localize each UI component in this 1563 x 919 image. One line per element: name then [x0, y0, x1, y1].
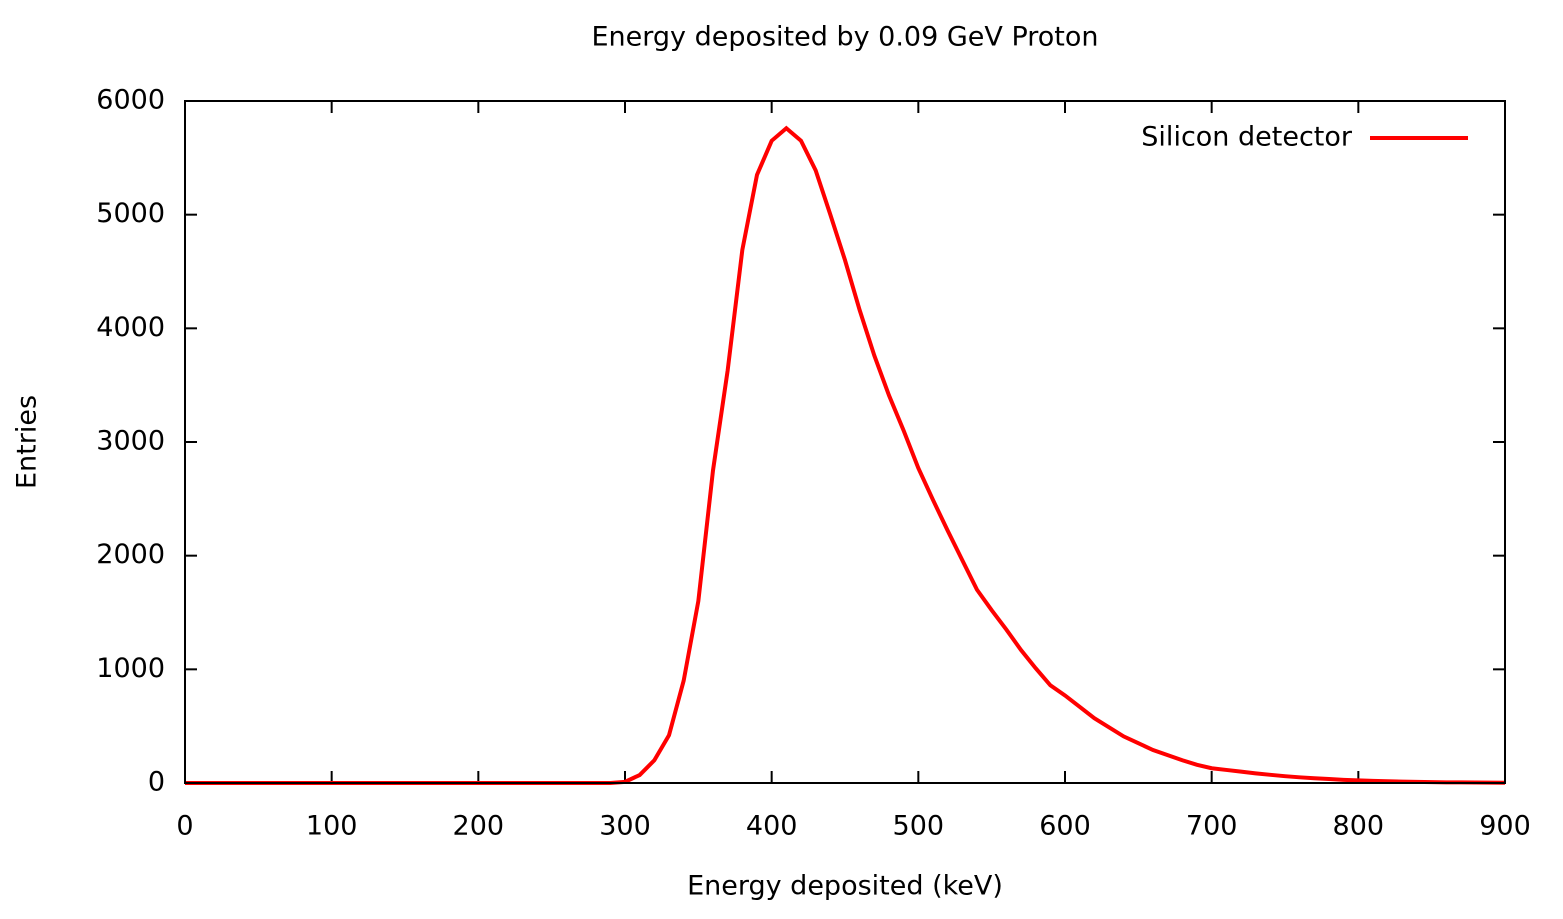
x-tick-label: 600	[1039, 811, 1091, 842]
x-tick-label: 0	[176, 811, 193, 842]
x-axis-label: Energy deposited (keV)	[687, 871, 1003, 902]
chart-title: Energy deposited by 0.09 GeV Proton	[591, 22, 1098, 53]
y-tick-label: 4000	[96, 312, 165, 343]
x-tick-label: 900	[1479, 811, 1531, 842]
x-tick-label: 100	[306, 811, 358, 842]
data-line	[185, 125, 1506, 785]
x-tick-label: 200	[453, 811, 505, 842]
y-tick-label: 3000	[96, 426, 165, 457]
x-tick-label: 400	[746, 811, 798, 842]
x-tick-label: 300	[599, 811, 651, 842]
y-tick-label: 0	[148, 767, 165, 798]
x-tick-label: 500	[893, 811, 945, 842]
plot-frame	[184, 100, 1506, 784]
y-tick-label: 1000	[96, 653, 165, 684]
y-axis-label: Entries	[12, 395, 43, 489]
legend-label: Silicon detector	[1141, 122, 1353, 153]
y-tick-label: 5000	[96, 198, 165, 229]
x-tick-label: 700	[1186, 811, 1238, 842]
y-tick-label: 6000	[96, 85, 165, 116]
y-tick-label: 2000	[96, 539, 165, 570]
x-tick-label: 800	[1333, 811, 1385, 842]
